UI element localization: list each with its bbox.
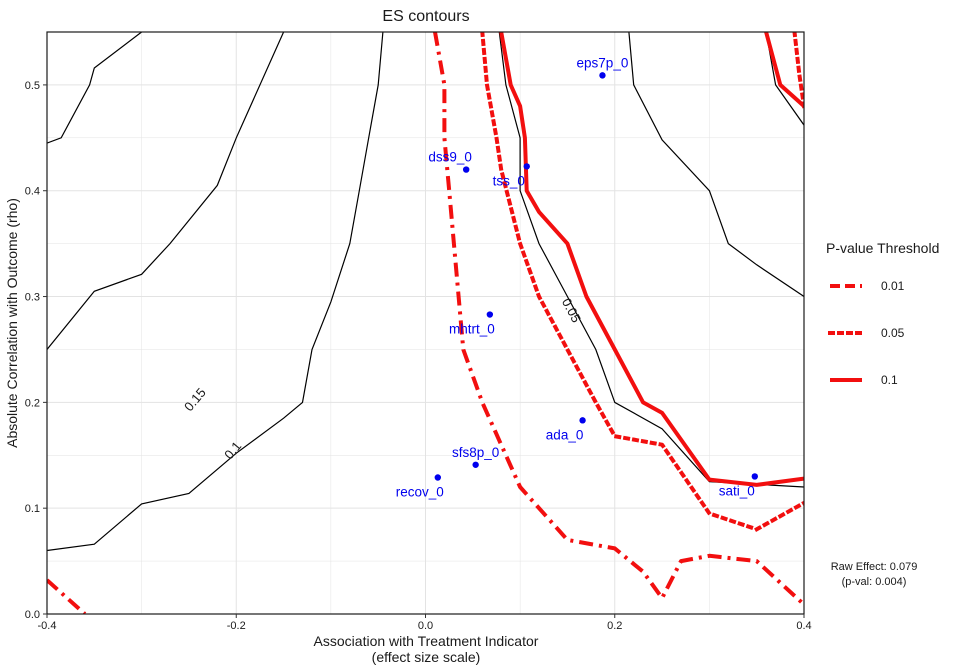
raw-effect-text: Raw Effect: 0.079	[831, 561, 918, 573]
contour-line	[498, 32, 804, 488]
x-axis-title: Association with Treatment Indicator	[314, 633, 539, 649]
contour-label: 0.15	[181, 385, 209, 414]
data-point	[434, 474, 442, 481]
point-label: sati_0	[719, 483, 755, 498]
x-axis-subtitle: (effect size scale)	[372, 649, 481, 665]
contour-line	[628, 32, 804, 297]
y-tick-label: 0.5	[25, 80, 40, 92]
contour-line	[47, 32, 285, 350]
point-label: eps7p_0	[577, 55, 629, 70]
y-tick-label: 0.3	[25, 292, 40, 304]
legend-label-0.1: 0.1	[881, 373, 898, 387]
x-axis-ticks: -0.4 -0.2 0.0 0.2 0.4	[38, 614, 812, 632]
y-axis-title: Absolute Correlation with Outcome (rho)	[4, 198, 20, 448]
contour-labels: 0.150.10.05	[181, 296, 584, 462]
legend-title: P-value Threshold	[826, 240, 939, 256]
point-label: mhtrt_0	[449, 322, 495, 337]
threshold-line-0.05	[792, 32, 804, 109]
data-point	[579, 417, 586, 424]
y-tick-label: 0.1	[25, 503, 40, 515]
point-label: ada_0	[546, 427, 584, 442]
point-labels: eps7p_0 dss9_0 tss_0 mhtrt_0 ada_0 sfs8p_0rec…	[396, 55, 755, 499]
x-tick-label: 0.0	[418, 620, 433, 632]
x-tick-label: 0.4	[796, 620, 811, 632]
y-tick-label: 0.0	[25, 609, 40, 621]
x-tick-label: 0.2	[607, 620, 622, 632]
point-label: sfs8p_0	[452, 445, 499, 460]
threshold-line-0.01	[433, 32, 804, 606]
point-label: recov_0	[396, 484, 444, 499]
threshold-lines	[47, 32, 804, 614]
data-point	[599, 72, 606, 79]
legend: P-value Threshold 0.01 0.05 0.1	[826, 240, 939, 387]
y-tick-label: 0.4	[25, 186, 40, 198]
contour-line	[47, 32, 384, 552]
y-axis-ticks: 0.0 0.1 0.2 0.3 0.4 0.5	[25, 80, 47, 621]
legend-label-0.01: 0.01	[881, 279, 905, 293]
x-tick-label: -0.2	[227, 620, 246, 632]
grid	[46, 31, 805, 615]
point-label: dss9_0	[428, 150, 472, 165]
data-points	[434, 72, 758, 481]
legend-label-0.05: 0.05	[881, 326, 905, 340]
data-point	[486, 311, 494, 318]
threshold-line-0.1	[499, 32, 804, 487]
raw-effect-pval: (p-val: 0.004)	[842, 576, 907, 588]
data-point	[472, 461, 479, 468]
data-point	[462, 166, 470, 173]
threshold-line-0.1	[764, 32, 804, 108]
data-point	[523, 163, 530, 170]
contour-label: 0.1	[221, 439, 244, 462]
y-tick-label: 0.2	[25, 397, 40, 409]
point-label: tss_0	[493, 173, 525, 188]
contour-line	[47, 32, 142, 144]
data-point	[751, 473, 758, 480]
threshold-line-0.01	[47, 578, 87, 614]
threshold-line-0.05	[480, 32, 804, 532]
chart-title: ES contours	[382, 8, 469, 25]
x-tick-label: -0.4	[38, 620, 57, 632]
